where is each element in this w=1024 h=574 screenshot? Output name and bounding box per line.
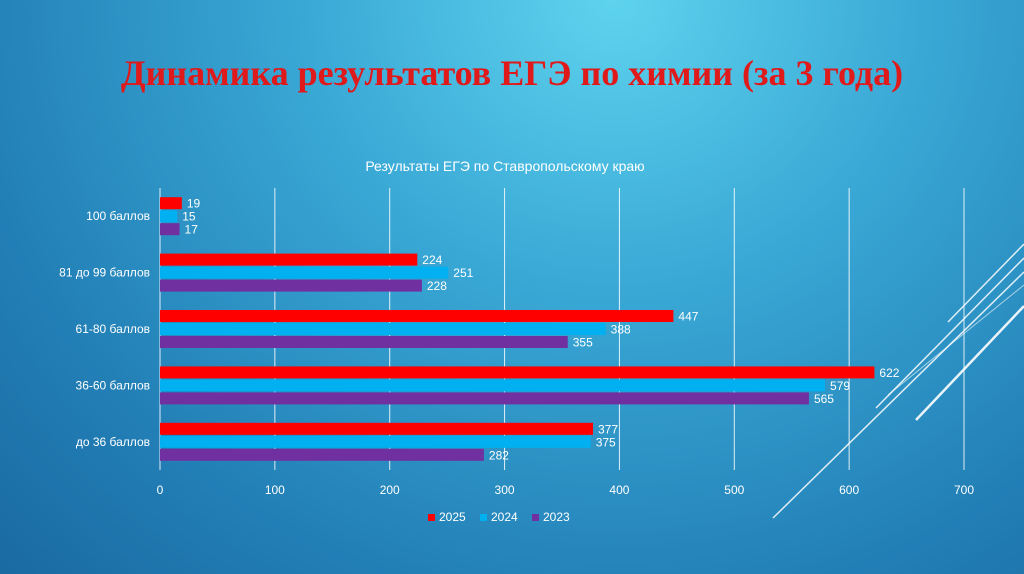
bar — [160, 392, 809, 405]
bar — [160, 435, 591, 448]
category-label: 100 баллов — [86, 209, 150, 223]
bar — [160, 336, 568, 348]
category-label: до 36 баллов — [76, 435, 150, 449]
bar — [160, 379, 826, 392]
data-label: 579 — [830, 379, 850, 393]
bar — [160, 266, 449, 279]
data-label: 228 — [427, 279, 447, 293]
x-tick-label: 200 — [380, 483, 400, 497]
x-tick-label: 400 — [609, 483, 629, 497]
x-tick-label: 700 — [954, 483, 974, 497]
slide-title: Динамика результатов ЕГЭ по химии (за 3 … — [120, 53, 904, 93]
legend-label: 2023 — [543, 510, 570, 524]
data-label: 377 — [598, 422, 618, 436]
data-label: 251 — [453, 266, 473, 280]
data-label: 388 — [611, 323, 631, 337]
bar — [160, 253, 418, 266]
data-label: 17 — [185, 223, 199, 237]
bar — [160, 448, 484, 461]
chart-title: Результаты ЕГЭ по Ставропольскому краю — [365, 158, 644, 174]
data-label: 447 — [678, 310, 698, 324]
bar — [160, 366, 875, 379]
data-label: 19 — [187, 197, 201, 211]
data-label: 15 — [182, 210, 196, 224]
bar — [160, 197, 182, 210]
bar — [160, 310, 674, 322]
x-tick-label: 300 — [495, 483, 515, 497]
bar — [160, 210, 178, 223]
x-tick-label: 600 — [839, 483, 859, 497]
data-label: 224 — [422, 253, 442, 267]
bar — [160, 422, 594, 435]
bar — [160, 223, 180, 236]
bar — [160, 279, 422, 292]
data-label: 355 — [573, 336, 593, 350]
legend-swatch — [480, 514, 487, 521]
legend-swatch — [532, 514, 539, 521]
category-label: 36-60 баллов — [76, 378, 150, 392]
x-tick-label: 100 — [265, 483, 285, 497]
data-label: 375 — [596, 435, 616, 449]
legend-label: 2025 — [439, 510, 466, 524]
category-label: 81 до 99 баллов — [59, 266, 150, 280]
x-tick-label: 500 — [724, 483, 744, 497]
data-label: 622 — [879, 366, 899, 380]
bar — [160, 323, 606, 335]
legend-swatch — [428, 514, 435, 521]
data-label: 565 — [814, 392, 834, 406]
x-tick-label: 0 — [157, 483, 164, 497]
category-label: 61-80 баллов — [76, 322, 150, 336]
legend-label: 2024 — [491, 510, 518, 524]
data-label: 282 — [489, 448, 509, 462]
